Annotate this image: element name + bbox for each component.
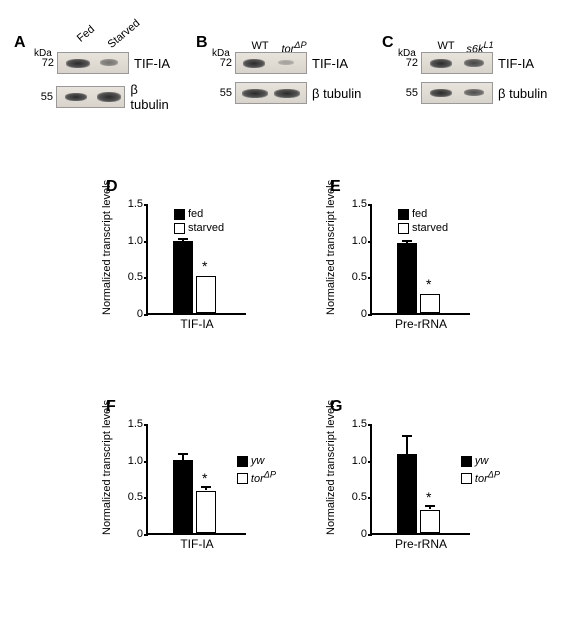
legend-swatch xyxy=(237,456,248,467)
blot-panel-b: kDa WT torΔP 72 TIF-IA 55 β tubulin xyxy=(206,10,366,106)
legend-swatch xyxy=(461,473,472,484)
blot-panel-a: kDa Fed Starved 72 TIF-IA 55 β tubulin xyxy=(28,10,178,114)
legend-label: yw xyxy=(251,455,264,467)
bar-white xyxy=(196,491,216,533)
significance-star: * xyxy=(202,470,207,486)
antibody-label: TIF-IA xyxy=(134,56,170,71)
panel-a-label: A xyxy=(14,34,26,52)
kda-label: kDa xyxy=(398,48,416,59)
bar-black xyxy=(173,241,193,313)
x-axis-label: TIF-IA xyxy=(148,317,246,331)
chart-d: Normalized transcript levels00.51.01.5*T… xyxy=(96,190,266,350)
legend-label: starved xyxy=(412,222,448,234)
y-tick-label: 0.5 xyxy=(118,271,143,283)
y-tick-label: 1.5 xyxy=(342,198,367,210)
bar-black xyxy=(397,454,417,533)
lane-label-fed: Fed xyxy=(67,17,105,52)
bar-white xyxy=(420,510,440,533)
blot-band-box xyxy=(235,82,307,104)
blot-band-box xyxy=(56,86,125,108)
legend-swatch xyxy=(237,473,248,484)
y-tick-label: 1.0 xyxy=(118,455,143,467)
y-axis-label: Normalized transcript levels xyxy=(101,180,113,315)
y-tick-label: 0.5 xyxy=(118,491,143,503)
blot-band-box xyxy=(57,52,129,74)
kda-label: kDa xyxy=(34,48,52,59)
antibody-label: β tubulin xyxy=(498,86,547,101)
legend-label: starved xyxy=(188,222,224,234)
y-tick-label: 1.5 xyxy=(118,198,143,210)
chart-g: Normalized transcript levels00.51.01.5*P… xyxy=(320,410,490,570)
legend: yw torΔP xyxy=(461,455,500,487)
bar-black xyxy=(397,243,417,313)
y-axis-label: Normalized transcript levels xyxy=(101,400,113,535)
chart-area: 00.51.01.5*Pre-rRNA xyxy=(370,425,470,535)
y-tick-label: 1.0 xyxy=(342,455,367,467)
y-tick-label: 0 xyxy=(342,528,367,540)
legend-swatch xyxy=(174,223,185,234)
y-tick-label: 1.5 xyxy=(342,418,367,430)
mw-label: 55 xyxy=(206,87,232,99)
antibody-label: TIF-IA xyxy=(498,56,534,71)
bar-white xyxy=(196,276,216,313)
legend-swatch xyxy=(398,209,409,220)
legend-label: fed xyxy=(412,208,427,220)
kda-label: kDa xyxy=(212,48,230,59)
bar-white xyxy=(420,294,440,313)
bar-black xyxy=(173,460,193,533)
y-tick-label: 0.5 xyxy=(342,271,367,283)
mw-label: 55 xyxy=(28,91,53,103)
y-tick-label: 0.5 xyxy=(342,491,367,503)
y-tick-label: 0 xyxy=(118,528,143,540)
antibody-label: β tubulin xyxy=(130,82,178,112)
y-tick-label: 0 xyxy=(118,308,143,320)
legend-label: torΔP xyxy=(475,473,500,485)
legend-swatch xyxy=(398,223,409,234)
blot-panel-c: kDa WT s6kL1 72 TIF-IA 55 β tubulin xyxy=(392,10,552,106)
y-tick-label: 1.0 xyxy=(342,235,367,247)
significance-star: * xyxy=(426,276,431,292)
chart-e: Normalized transcript levels00.51.01.5*P… xyxy=(320,190,490,350)
x-axis-label: TIF-IA xyxy=(148,537,246,551)
legend: fed starved xyxy=(398,208,448,236)
y-tick-label: 1.5 xyxy=(118,418,143,430)
legend-swatch xyxy=(174,209,185,220)
legend-swatch xyxy=(461,456,472,467)
chart-area: 00.51.01.5*TIF-IA xyxy=(146,425,246,535)
blot-band-box xyxy=(421,82,493,104)
y-axis-label: Normalized transcript levels xyxy=(325,180,337,315)
y-axis-label: Normalized transcript levels xyxy=(325,400,337,535)
significance-star: * xyxy=(202,258,207,274)
legend-label: fed xyxy=(188,208,203,220)
legend-label: yw xyxy=(475,455,488,467)
mw-label: 55 xyxy=(392,87,418,99)
blot-band-box xyxy=(235,52,307,74)
significance-star: * xyxy=(426,489,431,505)
legend: yw torΔP xyxy=(237,455,276,487)
x-axis-label: Pre-rRNA xyxy=(372,537,470,551)
y-tick-label: 0 xyxy=(342,308,367,320)
legend-label: torΔP xyxy=(251,473,276,485)
x-axis-label: Pre-rRNA xyxy=(372,317,470,331)
legend: fed starved xyxy=(174,208,224,236)
blot-band-box xyxy=(421,52,493,74)
lane-label-starved: Starved xyxy=(105,17,143,52)
y-tick-label: 1.0 xyxy=(118,235,143,247)
antibody-label: β tubulin xyxy=(312,86,361,101)
chart-f: Normalized transcript levels00.51.01.5*T… xyxy=(96,410,266,570)
antibody-label: TIF-IA xyxy=(312,56,348,71)
